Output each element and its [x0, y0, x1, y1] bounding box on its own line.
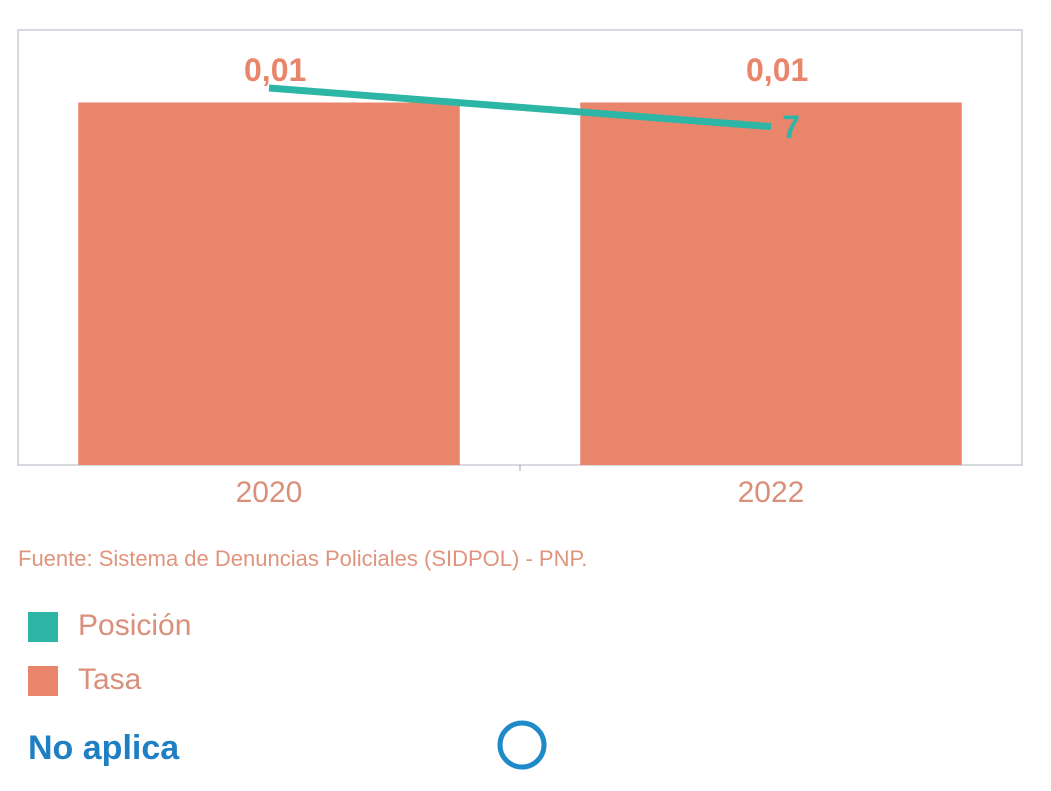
line-value-label: 7 [782, 109, 800, 145]
x-tick-label: 2022 [738, 476, 805, 509]
legend-label: Posición [78, 609, 191, 642]
bar-value-label: 0,01 [746, 52, 808, 88]
legend-swatch [28, 666, 58, 696]
status-icon [497, 720, 547, 770]
x-tick-label: 2020 [236, 476, 303, 509]
bar [78, 102, 460, 465]
bar-value-label: 0,01 [244, 52, 306, 88]
line [268, 84, 772, 131]
legend-label: Tasa [78, 663, 142, 696]
source-note: Fuente: Sistema de Denuncias Policiales … [18, 546, 587, 571]
note: No aplica [28, 729, 180, 767]
legend-swatch [28, 612, 58, 642]
bar [580, 102, 962, 465]
